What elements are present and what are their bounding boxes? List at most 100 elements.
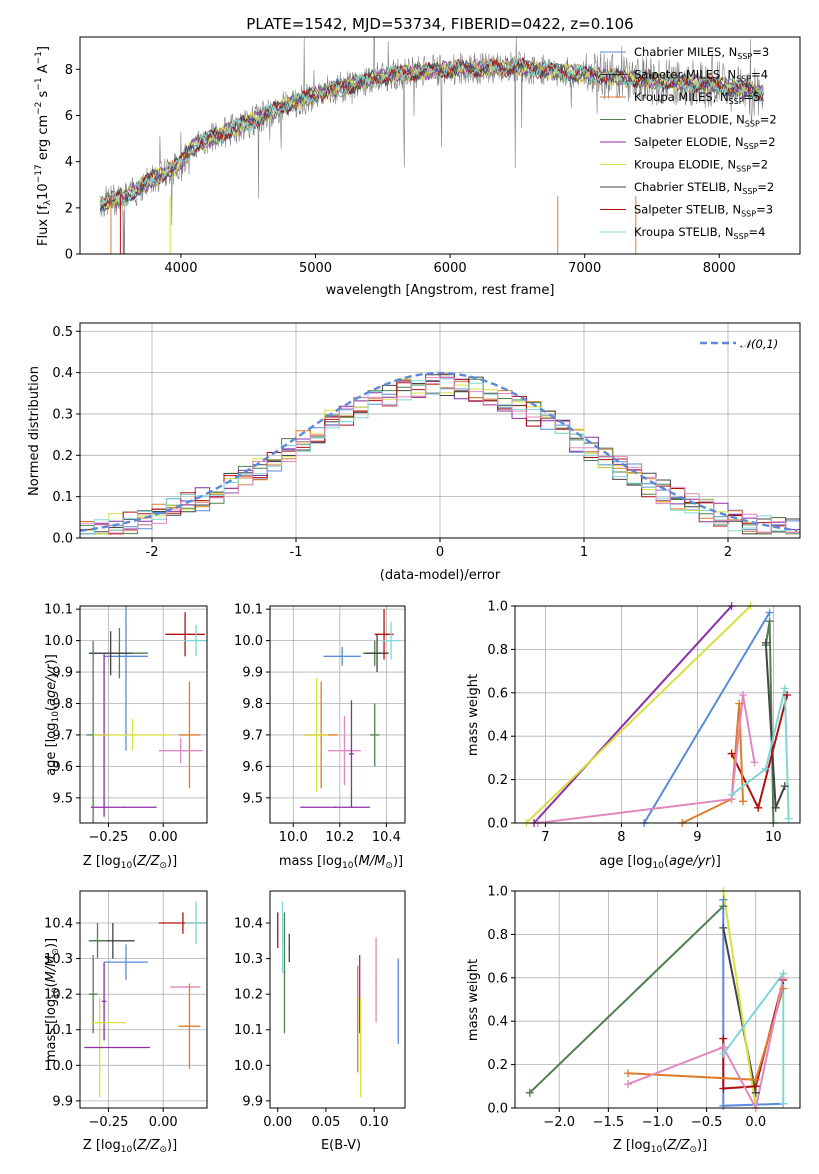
mwZ-ytick-label: 0.6 [487, 971, 508, 986]
ageZ-ytick-label: 9.9 [52, 666, 73, 681]
data-point [122, 806, 125, 809]
mwZ-xtick-label: 0.0 [745, 1115, 766, 1130]
residuals-grid [80, 323, 800, 539]
residuals-ytick-label: 0.5 [52, 325, 73, 340]
massE-ytick-label: 9.9 [242, 1094, 263, 1109]
ageZ-plot [86, 606, 207, 823]
massZ-xtick-label: 0.00 [149, 1115, 178, 1130]
mwAge-grid [515, 605, 800, 824]
mwZ-ytick-label: 0.8 [487, 928, 508, 943]
massZ-ytick-label: 10.1 [44, 1023, 73, 1038]
data-point [184, 986, 186, 988]
weight-line [627, 977, 785, 1108]
weight-marker [624, 1069, 633, 1078]
massE-frame [269, 890, 406, 1109]
spectrum-xlabel: wavelength [Angstrom, rest frame] [326, 283, 555, 298]
residuals-ytick-label: 0.2 [52, 449, 73, 464]
ageZ-ytick-label: 9.8 [52, 697, 73, 712]
spectrum-xtick-label: 8000 [703, 261, 736, 276]
weight-line [643, 611, 771, 823]
data-point [103, 1000, 105, 1003]
weight-marker [727, 749, 736, 758]
weight-line [722, 899, 784, 1107]
weight-line [730, 688, 790, 819]
spectrum-ytick-label: 2 [65, 201, 73, 216]
data-point [315, 734, 318, 736]
ageM-ytick-label: 9.8 [242, 697, 263, 712]
massE-ytick-label: 10.1 [234, 1023, 263, 1038]
weight-marker [779, 1099, 788, 1108]
mwAge-plot [525, 606, 790, 823]
data-point [376, 652, 378, 654]
weight-line [525, 606, 752, 823]
mwZ-xtick-label: −1.0 [642, 1115, 674, 1130]
ageZ-ytick-label: 10.0 [44, 634, 73, 649]
mass-vs-ebv-panel: E(B-V) 0.00 0.05 0.10 9.9 10.0 10.1 10.2 10.3 10… [234, 890, 406, 1153]
weight-line [537, 694, 756, 823]
data-point [334, 806, 336, 809]
ageM-ytick-label: 9.7 [242, 728, 263, 743]
massweight-vs-Z-xlabel: Z [log10(Z/Z⊙)] [613, 1138, 707, 1155]
mwZ-xtick-label: −1.5 [593, 1115, 625, 1130]
massE-ytick-label: 10.4 [234, 917, 263, 932]
weight-marker [765, 608, 774, 617]
weight-marker [719, 1101, 728, 1110]
data-point [283, 972, 286, 974]
spectrum-xtick-label: 6000 [434, 261, 467, 276]
weight-marker [754, 803, 763, 812]
residuals-plot [80, 371, 800, 535]
weight-marker [525, 1088, 534, 1097]
weight-marker [780, 684, 789, 693]
mwZ-ytick-label: 0.0 [487, 1102, 508, 1117]
mwAge-ytick-label: 0.6 [487, 686, 508, 701]
data-point [341, 655, 343, 658]
data-point [195, 639, 197, 642]
mwAge-ytick-label: 0.8 [487, 643, 508, 658]
massE-ytick-label: 10.0 [234, 1059, 263, 1074]
data-point [131, 734, 134, 736]
data-point [116, 1046, 119, 1049]
weight-marker [719, 1034, 728, 1043]
massE-xtick-label: 0.05 [311, 1115, 340, 1130]
ageM-grid [270, 606, 405, 823]
age-vs-Z-ylabel: age [log10(age/yr)] [44, 654, 61, 776]
residuals-ytick-label: 0.0 [52, 532, 73, 547]
age-vs-metallicity-panel: Z [log10(Z/Z⊙)] age [log10(age/yr)] −0.2… [44, 603, 208, 871]
legend-entry: Kroupa MILES, NSSP=5 [634, 90, 760, 106]
residual-histogram [80, 377, 800, 534]
data-point [125, 655, 127, 658]
mwZ-xtick-label: −2.0 [543, 1115, 575, 1130]
weight-marker [750, 758, 759, 767]
massweight-vs-Z-ylabel: mass weight [466, 959, 481, 1041]
weight-line [722, 891, 757, 1108]
massZ-plot [84, 901, 207, 1098]
massE-plot [276, 901, 400, 1098]
spectrum-ytick-label: 8 [65, 63, 73, 78]
weight-line [722, 979, 785, 1090]
legend-entry: Chabrier STELIB, NSSP=2 [634, 180, 774, 196]
massE-ytick-label: 10.3 [234, 952, 263, 967]
residuals-xtick-label: 2 [724, 545, 732, 560]
legend-entry: Salpeter ELODIE, NSSP=2 [634, 135, 776, 151]
spectrum-plot [99, 37, 764, 254]
massZ-frame [79, 890, 208, 1109]
legend-entry: 𝒩(0,1) [740, 337, 778, 351]
data-point [276, 929, 279, 931]
legend-entry: Chabrier MILES, NSSP=3 [634, 45, 769, 61]
weight-marker [779, 969, 788, 978]
weight-marker [719, 895, 728, 904]
weight-marker [727, 790, 736, 799]
weight-marker [739, 797, 747, 806]
mwZ-frame [514, 890, 801, 1109]
ageM-xtick-label: 10.0 [279, 830, 308, 845]
data-point [343, 749, 346, 752]
ageZ-ytick-label: 9.5 [52, 791, 73, 806]
massZ-ytick-label: 10.3 [44, 952, 73, 967]
data-point [281, 936, 284, 939]
weight-marker [783, 690, 792, 699]
age-vs-Z-xlabel: Z [log10(Z/Z⊙)] [83, 854, 177, 871]
data-point [96, 940, 99, 942]
data-point [92, 993, 94, 995]
data-point [390, 639, 392, 642]
data-point [373, 734, 376, 736]
